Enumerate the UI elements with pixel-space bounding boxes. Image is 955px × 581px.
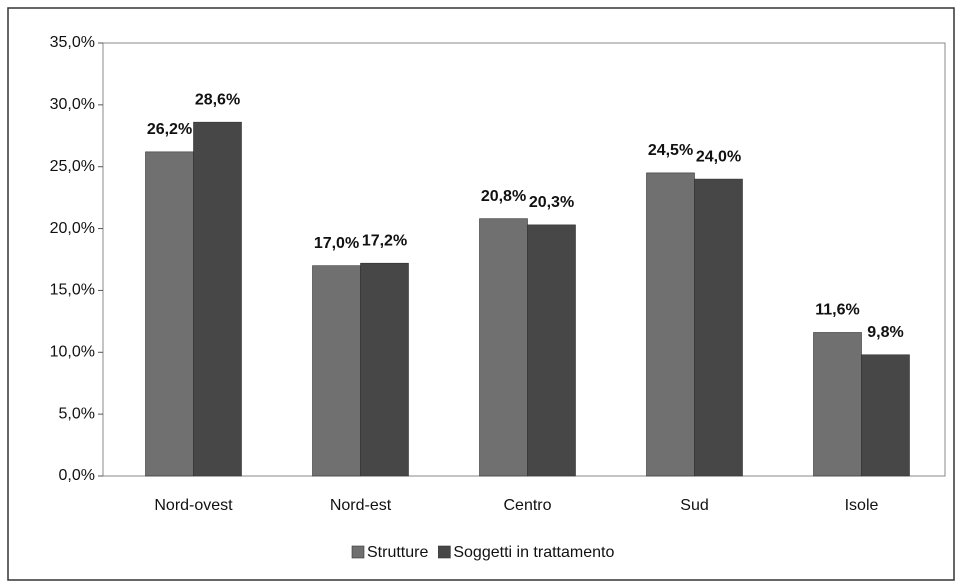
y-tick-label: 30,0% bbox=[50, 96, 95, 113]
value-label: 9,8% bbox=[867, 324, 903, 341]
x-tick-label: Isole bbox=[845, 497, 879, 514]
value-label: 17,2% bbox=[362, 232, 407, 249]
value-label: 17,0% bbox=[314, 235, 359, 252]
value-label: 24,0% bbox=[696, 148, 741, 165]
bar bbox=[813, 332, 862, 477]
bar bbox=[479, 218, 528, 477]
value-label: 26,2% bbox=[147, 121, 192, 138]
legend-label: Strutture bbox=[367, 544, 428, 561]
x-tick-label: Nord-ovest bbox=[154, 497, 233, 514]
value-label: 11,6% bbox=[815, 302, 859, 319]
x-tick-label: Centro bbox=[503, 497, 551, 514]
legend-swatch bbox=[438, 545, 451, 559]
y-tick-label: 5,0% bbox=[59, 405, 95, 422]
value-label: 24,5% bbox=[648, 142, 693, 159]
bar bbox=[360, 262, 409, 477]
y-tick-label: 15,0% bbox=[50, 282, 95, 299]
y-tick-label: 0,0% bbox=[59, 467, 95, 484]
y-tick-label: 10,0% bbox=[50, 344, 95, 361]
value-label: 28,6% bbox=[195, 91, 240, 108]
bar bbox=[646, 172, 695, 477]
bar bbox=[527, 224, 576, 477]
y-tick-label: 35,0% bbox=[50, 34, 95, 51]
x-tick-label: Nord-est bbox=[330, 497, 392, 514]
bar bbox=[193, 121, 242, 477]
bar bbox=[694, 178, 743, 477]
bar bbox=[861, 354, 910, 477]
legend-label: Soggetti in trattamento bbox=[453, 544, 614, 561]
legend-swatch bbox=[351, 545, 365, 559]
y-tick-label: 25,0% bbox=[50, 158, 95, 175]
bar bbox=[312, 265, 361, 477]
y-tick-label: 20,0% bbox=[50, 220, 95, 237]
x-tick-label: Sud bbox=[680, 497, 708, 514]
value-label: 20,3% bbox=[529, 194, 574, 211]
bar bbox=[145, 151, 194, 477]
value-label: 20,8% bbox=[481, 188, 526, 205]
